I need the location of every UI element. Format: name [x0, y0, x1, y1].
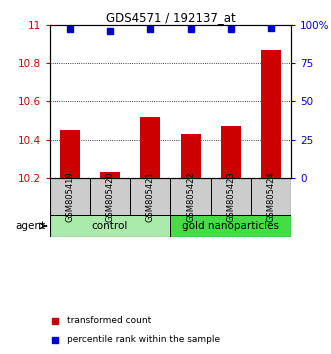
Bar [180, 134, 201, 178]
Bar [60, 130, 80, 178]
Bar [130, 178, 170, 215]
Bar [90, 178, 130, 215]
Text: GSM805420: GSM805420 [106, 171, 115, 222]
Text: control: control [92, 221, 128, 231]
Text: GSM805423: GSM805423 [226, 171, 235, 222]
Text: GSM805422: GSM805422 [186, 171, 195, 222]
Bar [100, 172, 120, 178]
Bar [170, 215, 291, 237]
Bar [261, 50, 281, 178]
Text: GSM805424: GSM805424 [267, 171, 276, 222]
Bar [221, 126, 241, 178]
Text: percentile rank within the sample: percentile rank within the sample [67, 335, 220, 344]
Bar [211, 178, 251, 215]
Bar [140, 117, 161, 178]
Bar [170, 178, 211, 215]
Text: agent: agent [16, 221, 46, 231]
Bar [251, 178, 291, 215]
Text: GSM805421: GSM805421 [146, 171, 155, 222]
Title: GDS4571 / 192137_at: GDS4571 / 192137_at [106, 11, 235, 24]
Text: gold nanoparticles: gold nanoparticles [182, 221, 279, 231]
Bar [50, 178, 90, 215]
Text: GSM805419: GSM805419 [65, 171, 74, 222]
Bar [50, 215, 170, 237]
Text: transformed count: transformed count [67, 316, 151, 325]
